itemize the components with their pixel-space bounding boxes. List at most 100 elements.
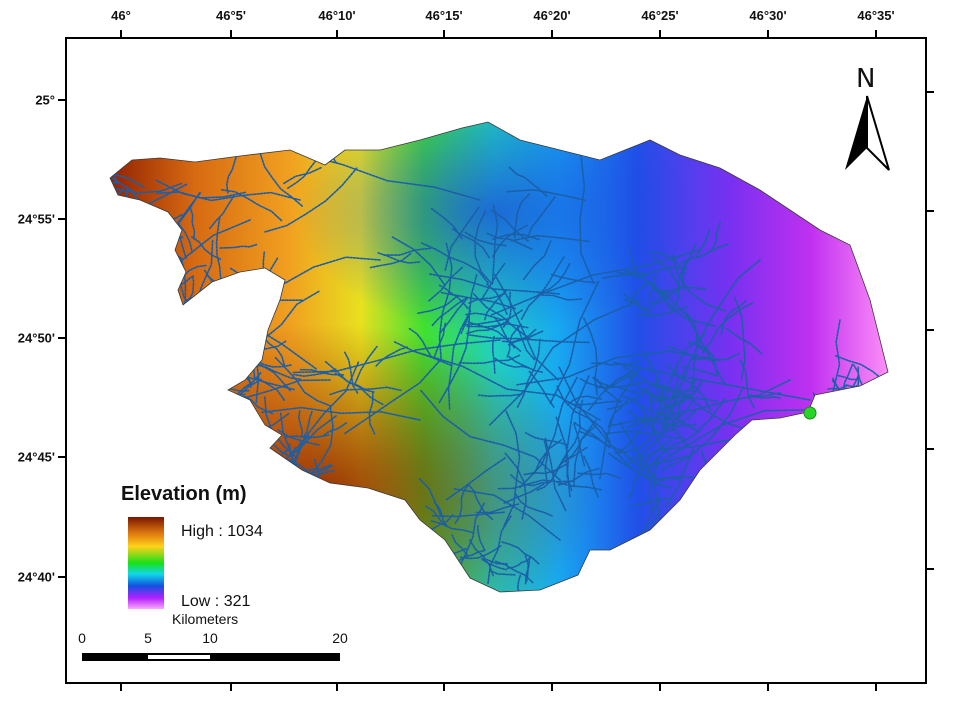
- scale-bar-label: 0: [78, 630, 86, 646]
- stream-segment: [617, 271, 649, 276]
- stream-segment: [154, 179, 301, 202]
- stream-segment: [451, 228, 491, 259]
- stream-segment: [506, 323, 523, 358]
- stream-segment: [494, 357, 531, 369]
- stream-segment: [508, 166, 548, 197]
- stream-segment: [527, 196, 556, 237]
- stream-segment: [689, 352, 741, 362]
- stream-segment: [626, 433, 665, 462]
- stream-segment: [593, 376, 640, 394]
- stream-segment: [307, 464, 333, 476]
- stream-segment: [641, 499, 661, 534]
- stream-segment: [627, 379, 791, 429]
- stream-segment: [393, 341, 452, 367]
- bottom-ticks: [120, 683, 877, 691]
- stream-segment: [726, 327, 763, 355]
- stream-segment: [573, 419, 597, 488]
- stream-segment: [614, 431, 654, 454]
- stream-segment: [465, 312, 503, 321]
- stream-segment: [573, 421, 611, 449]
- stream-segment: [243, 395, 275, 415]
- stream-segment: [464, 231, 507, 247]
- stream-segment: [641, 439, 671, 473]
- stream-segment: [680, 243, 729, 264]
- lon-label: 46°10': [318, 8, 356, 23]
- stream-segment: [681, 259, 688, 291]
- stream-segment: [837, 374, 858, 381]
- stream-segment: [710, 221, 721, 252]
- stream-segment: [383, 247, 432, 256]
- stream-segment: [468, 539, 494, 577]
- stream-segment: [459, 545, 502, 560]
- stream-segment: [110, 162, 145, 188]
- stream-segment: [501, 541, 540, 565]
- stream-segment: [663, 384, 671, 422]
- stream-segment: [652, 457, 661, 520]
- stream-segment: [720, 300, 747, 335]
- lon-label: 46°5': [216, 8, 246, 23]
- stream-segment: [651, 289, 680, 304]
- stream-segment: [636, 416, 681, 421]
- stream-segment: [468, 292, 506, 304]
- lon-label: 46°25': [641, 8, 679, 23]
- stream-segment: [634, 416, 697, 428]
- scale-bar: [82, 653, 340, 661]
- top-ticks: [120, 30, 877, 38]
- stream-segment: [460, 273, 478, 335]
- stream-segment: [648, 279, 717, 327]
- stream-segment: [502, 483, 545, 505]
- stream-segment: [430, 297, 468, 328]
- stream-segment: [614, 422, 650, 454]
- stream-segment: [681, 259, 761, 376]
- stream-segment: [510, 474, 552, 487]
- stream-segment: [489, 299, 641, 426]
- stream-segment: [515, 493, 553, 517]
- north-arrow-icon: [845, 95, 890, 171]
- stream-segment: [433, 501, 448, 526]
- stream-segment: [628, 281, 649, 307]
- stream-segment: [641, 350, 659, 387]
- stream-segment: [684, 311, 698, 347]
- left-ticks: [58, 99, 66, 578]
- stream-segment: [488, 569, 516, 576]
- scale-bar-title: Kilometers: [172, 611, 239, 627]
- stream-segment: [451, 534, 469, 557]
- stream-segment: [413, 350, 601, 421]
- lat-label: 25°: [35, 92, 55, 108]
- stream-segment: [308, 406, 334, 477]
- north-label: N: [856, 64, 876, 94]
- stream-segment: [543, 438, 549, 485]
- stream-segment: [667, 364, 679, 407]
- stream-segment: [494, 560, 534, 584]
- stream-segment: [467, 321, 522, 352]
- stream-segment: [459, 549, 485, 561]
- stream-segment: [652, 254, 682, 289]
- lat-label: 24°40': [17, 569, 55, 585]
- stream-segment: [653, 283, 672, 311]
- stream-segment: [486, 283, 508, 315]
- stream-segment: [420, 389, 561, 481]
- stream-segment: [468, 334, 590, 344]
- stream-segment: [466, 323, 529, 329]
- stream-segment: [418, 477, 442, 517]
- stream-segment: [255, 359, 292, 368]
- stream-segment: [285, 434, 330, 439]
- stream-segment: [444, 206, 480, 271]
- stream-segment: [566, 395, 603, 406]
- stream-segment: [655, 286, 707, 293]
- stream-segment: [344, 351, 359, 394]
- stream-segment: [110, 170, 143, 206]
- lat-label: 24°45': [17, 449, 55, 465]
- stream-segment: [513, 193, 530, 239]
- stream-segment: [696, 344, 719, 375]
- stream-segment: [208, 195, 235, 230]
- stream-segment: [667, 346, 697, 360]
- stream-segment: [463, 309, 523, 326]
- stream-segment: [695, 229, 711, 258]
- lon-label: 46°20': [533, 8, 571, 23]
- stream-segment: [504, 452, 527, 520]
- stream-segment: [220, 189, 283, 222]
- stream-segment: [508, 355, 543, 373]
- stream-segment: [474, 210, 493, 285]
- stream-segment: [191, 236, 222, 260]
